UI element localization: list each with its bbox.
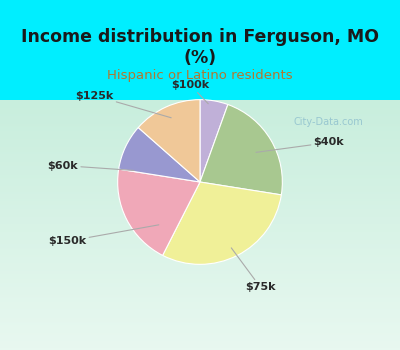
Text: $100k: $100k	[171, 80, 209, 104]
Text: $125k: $125k	[75, 91, 171, 118]
Text: $60k: $60k	[48, 161, 134, 170]
Text: City-Data.com: City-Data.com	[293, 117, 363, 127]
Text: $75k: $75k	[231, 248, 276, 292]
Wedge shape	[200, 105, 282, 195]
Wedge shape	[163, 182, 281, 264]
Text: Hispanic or Latino residents: Hispanic or Latino residents	[107, 69, 293, 82]
Text: $40k: $40k	[256, 138, 344, 152]
Text: $150k: $150k	[48, 225, 159, 246]
Wedge shape	[118, 169, 200, 256]
Wedge shape	[200, 100, 228, 182]
Wedge shape	[119, 127, 200, 182]
Text: Income distribution in Ferguson, MO
(%): Income distribution in Ferguson, MO (%)	[21, 28, 379, 67]
Wedge shape	[138, 100, 200, 182]
